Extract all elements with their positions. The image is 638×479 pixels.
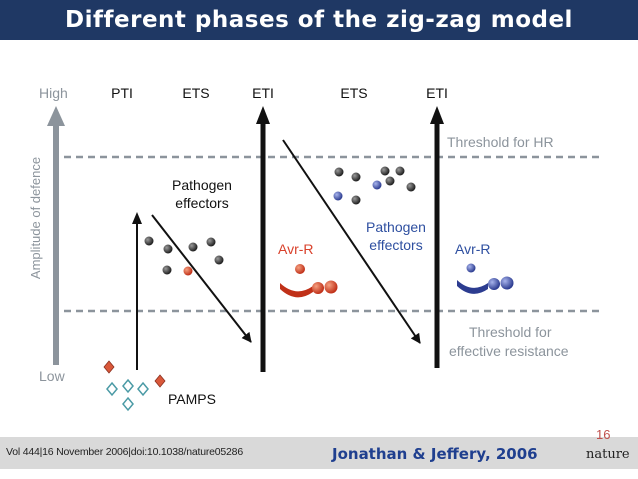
phase-label-eti-2: ETI bbox=[426, 85, 448, 101]
pti-arrowhead-icon bbox=[132, 212, 142, 224]
axis-high-label: High bbox=[39, 85, 68, 101]
avr-r-complex-1 bbox=[280, 264, 338, 298]
ets-arrow-1 bbox=[151, 214, 252, 343]
page-number: 16 bbox=[596, 427, 611, 442]
y-axis-arrow-icon bbox=[47, 106, 65, 126]
eti-arrowhead-2-icon bbox=[430, 106, 444, 124]
y-axis bbox=[47, 106, 65, 365]
avr-r-label-1: Avr-R bbox=[278, 241, 314, 257]
pathogen-effectors-label-1b: effectors bbox=[175, 195, 228, 211]
axis-low-label: Low bbox=[39, 368, 66, 384]
footer-bar bbox=[0, 437, 638, 469]
pamps-label: PAMPS bbox=[168, 391, 216, 407]
pathogen-effectors-label-2a: Pathogen bbox=[366, 219, 426, 235]
citation: Vol 444|16 November 2006|doi:10.1038/nat… bbox=[6, 446, 243, 458]
effector-cluster-1 bbox=[144, 236, 224, 276]
avr-r-label-2: Avr-R bbox=[455, 241, 491, 257]
y-axis-label: Amplitude of defence bbox=[28, 157, 43, 279]
slide-title: Different phases of the zig-zag model bbox=[65, 7, 573, 33]
phase-label-eti-1: ETI bbox=[252, 85, 274, 101]
authors: Jonathan & Jeffery, 2006 bbox=[332, 445, 538, 463]
effector-cluster-2 bbox=[333, 166, 416, 205]
threshold-resistance-label-1: Threshold for bbox=[469, 324, 552, 340]
pathogen-effectors-label-2b: effectors bbox=[369, 237, 422, 253]
pamps-cluster bbox=[103, 360, 166, 412]
threshold-hr-label: Threshold for HR bbox=[447, 134, 554, 150]
phase-label-ets-2: ETS bbox=[340, 85, 367, 101]
title-bar: Different phases of the zig-zag model bbox=[0, 0, 638, 40]
phase-label-pti: PTI bbox=[111, 85, 133, 101]
ets-arrow-2 bbox=[282, 139, 421, 344]
avr-r-complex-2 bbox=[457, 263, 514, 294]
threshold-resistance-label-2: effective resistance bbox=[449, 343, 569, 359]
phase-label-ets-1: ETS bbox=[182, 85, 209, 101]
pathogen-effectors-label-1a: Pathogen bbox=[172, 177, 232, 193]
eti-arrowhead-1-icon bbox=[256, 106, 270, 124]
journal-logo: nature bbox=[586, 447, 630, 462]
